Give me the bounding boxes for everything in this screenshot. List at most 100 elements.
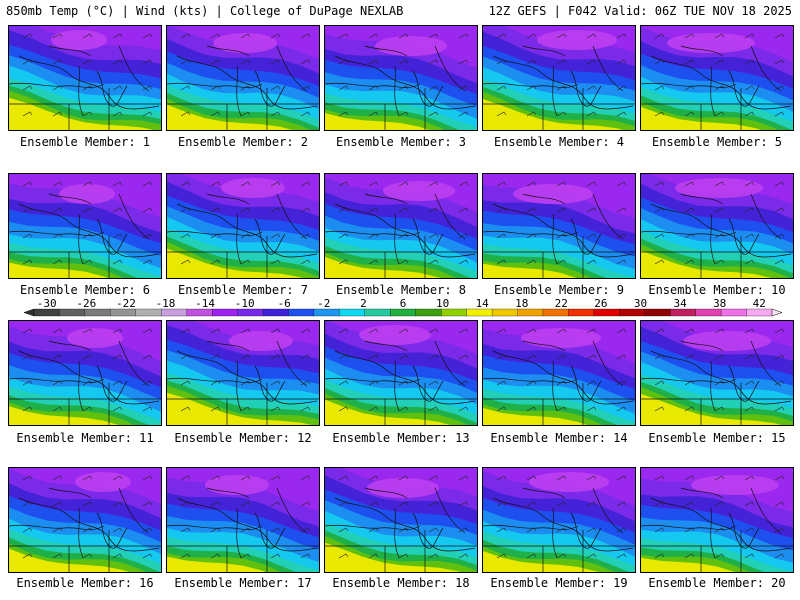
ensemble-panel: [166, 320, 320, 426]
map-outline: [710, 507, 716, 559]
wind-barb: [240, 207, 251, 213]
wind-barb: [270, 553, 281, 559]
colorbar-swatch: [593, 308, 620, 317]
wind-barb: [52, 501, 63, 507]
wind-barb: [744, 233, 755, 239]
wind-barb: [774, 501, 785, 507]
wind-barb: [300, 354, 311, 360]
wind-barb: [744, 475, 755, 481]
wind-barb: [22, 59, 33, 65]
wind-barb: [52, 111, 63, 117]
wind-barb: [616, 59, 627, 65]
cold-core: [375, 36, 447, 56]
map-outline: [483, 82, 579, 88]
temperature-band: [167, 104, 319, 130]
wind-barb: [398, 527, 409, 533]
cold-core: [67, 328, 123, 348]
wind-barb: [52, 328, 63, 334]
wind-barb: [210, 501, 221, 507]
temperature-map: [167, 26, 319, 130]
wind-barb: [684, 406, 695, 412]
wind-barb: [300, 259, 311, 265]
wind-barb: [744, 553, 755, 559]
wind-barb: [270, 59, 281, 65]
map-outline: [176, 55, 318, 110]
wind-barb: [496, 59, 507, 65]
wind-barb: [714, 85, 725, 91]
wind-barb: [398, 553, 409, 559]
wind-barb: [428, 406, 439, 412]
colorbar-swatch: [415, 308, 442, 317]
wind-barb: [526, 33, 537, 39]
temperature-map: [167, 468, 319, 572]
wind-barb: [458, 111, 469, 117]
wind-barb: [112, 328, 123, 334]
wind-barb: [240, 527, 251, 533]
wind-barb: [112, 207, 123, 213]
wind-barb: [496, 181, 507, 187]
ensemble-member-label: Ensemble Member: 12: [174, 431, 312, 445]
wind-barb: [526, 259, 537, 265]
wind-barb: [82, 181, 93, 187]
wind-barb: [398, 85, 409, 91]
map-outline: [78, 65, 84, 117]
wind-barb: [428, 501, 439, 507]
wind-barb: [744, 111, 755, 117]
wind-barb: [774, 475, 785, 481]
ensemble-member-label: Ensemble Member: 14: [490, 431, 628, 445]
map-outline: [206, 45, 250, 57]
wind-barb: [616, 233, 627, 239]
wind-barb: [774, 328, 785, 334]
wind-barb: [142, 553, 153, 559]
wind-barb: [300, 380, 311, 386]
colorbar-swatch: [186, 308, 213, 317]
wind-barb: [526, 354, 537, 360]
wind-barb: [586, 475, 597, 481]
wind-barb: [82, 233, 93, 239]
map-outline: [176, 497, 318, 552]
wind-barb: [82, 380, 93, 386]
wind-barb: [398, 59, 409, 65]
wind-barb: [52, 233, 63, 239]
wind-barb: [210, 207, 221, 213]
wind-barb: [458, 181, 469, 187]
wind-barb: [398, 259, 409, 265]
wind-barb: [368, 259, 379, 265]
wind-barb: [142, 207, 153, 213]
wind-barb: [240, 233, 251, 239]
wind-barb: [714, 380, 725, 386]
wind-barb: [52, 181, 63, 187]
map-outline: [650, 55, 792, 110]
ensemble-panel: [8, 320, 162, 426]
wind-barb: [270, 354, 281, 360]
wind-barb: [714, 259, 725, 265]
colorbar-swatch: [135, 308, 162, 317]
wind-barb: [368, 233, 379, 239]
wind-barb: [616, 527, 627, 533]
temperature-map: [167, 174, 319, 278]
map-outline: [492, 55, 634, 110]
ensemble-member-label: Ensemble Member: 20: [648, 576, 786, 590]
colorbar-swatch: [237, 308, 264, 317]
colorbar-swatch: [644, 308, 671, 317]
wind-barb: [684, 59, 695, 65]
map-outline: [394, 507, 400, 559]
wind-barb: [368, 207, 379, 213]
cold-core: [51, 30, 107, 50]
colorbar-tick-label: -22: [116, 297, 136, 310]
temperature-band: [641, 106, 793, 130]
map-outline: [325, 377, 421, 383]
wind-barb: [210, 85, 221, 91]
colorbar-tick-label: -30: [37, 297, 57, 310]
map-outline: [18, 55, 160, 110]
map-outline: [18, 203, 160, 258]
map-outline: [236, 213, 242, 265]
wind-barb: [526, 328, 537, 334]
wind-barb: [52, 207, 63, 213]
wind-barb: [774, 85, 785, 91]
colorbar-tick-label: -6: [278, 297, 291, 310]
map-outline: [522, 340, 566, 352]
map-outline: [710, 360, 716, 412]
cold-core: [667, 33, 755, 53]
wind-barb: [300, 233, 311, 239]
